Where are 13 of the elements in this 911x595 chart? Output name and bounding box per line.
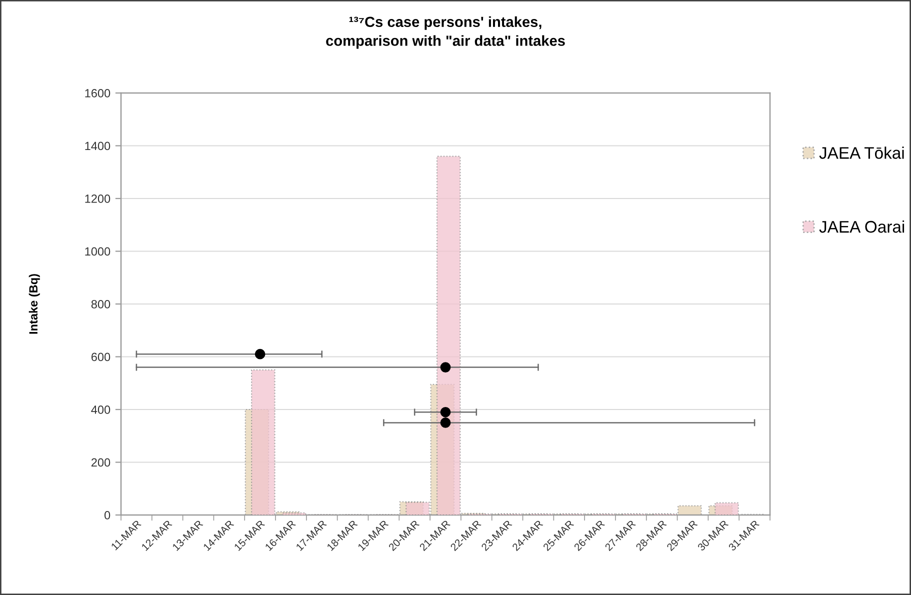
legend-label: JAEA Oarai xyxy=(819,220,904,233)
y-tick-label: 1200 xyxy=(85,194,110,203)
y-axis-title: Intake (Bq) xyxy=(28,274,40,334)
y-tick-label: 1400 xyxy=(85,142,110,150)
y-tick-label: 600 xyxy=(91,352,110,362)
y-tick-label: 200 xyxy=(91,458,110,467)
y-tick-label: 1600 xyxy=(85,89,110,98)
y-tick-label: 0 xyxy=(104,511,110,520)
y-tick-label: 1000 xyxy=(85,247,110,256)
y-tick-label: 400 xyxy=(91,406,110,414)
chart-title: ¹³⁷Cs case persons' intakes, comparison with "air data" intakes xyxy=(326,16,565,49)
y-tick-label: 800 xyxy=(91,300,110,308)
legend-label: JAEA Tōkai xyxy=(819,146,904,159)
